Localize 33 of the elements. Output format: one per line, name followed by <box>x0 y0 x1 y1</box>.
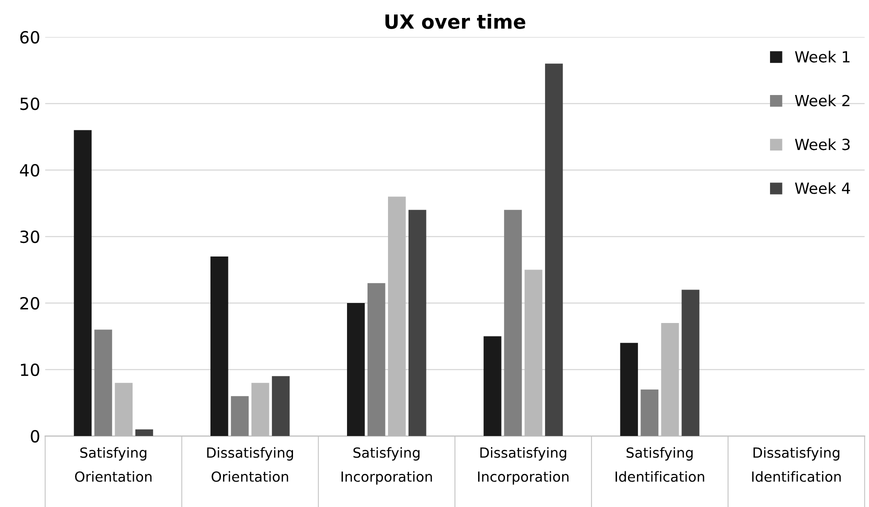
bar <box>74 130 92 436</box>
legend-label: Week 3 <box>794 138 850 150</box>
bar <box>368 283 386 436</box>
y-tick-label: 60 <box>20 30 40 44</box>
y-tick-label: 50 <box>20 97 40 110</box>
y-tick-label: 10 <box>20 363 40 376</box>
bar <box>135 429 154 436</box>
legend-label: Week 4 <box>794 182 850 194</box>
x-tick-label: Satisfying Orientation <box>75 447 152 482</box>
x-tick-label: Satisfying Incorporation <box>342 447 432 485</box>
x-tick-label: Dissatisfying Orientation <box>207 447 294 482</box>
bar <box>408 210 426 436</box>
x-tick-label: Satisfying Identification <box>616 447 704 482</box>
bar <box>347 303 365 436</box>
bar <box>484 336 502 436</box>
y-tick-label: 0 <box>30 430 40 443</box>
bar <box>94 330 112 436</box>
y-tick-label: 40 <box>20 164 40 177</box>
chart-title: UX over time <box>385 14 526 29</box>
bar <box>230 396 249 436</box>
bar <box>640 389 658 436</box>
bar <box>620 342 638 436</box>
y-tick-label: 30 <box>20 230 40 244</box>
bar <box>504 210 522 436</box>
bar <box>272 376 290 436</box>
legend-label: Week 1 <box>794 50 850 63</box>
x-tick-label: Dissatisfying Identification <box>752 447 841 482</box>
bar <box>545 64 563 436</box>
bar <box>210 256 228 436</box>
x-tick-label: Dissatisfying Incorporation <box>478 447 568 485</box>
y-tick-label: 20 <box>20 296 40 310</box>
bar <box>682 290 700 436</box>
legend-label: Week 2 <box>794 94 850 106</box>
